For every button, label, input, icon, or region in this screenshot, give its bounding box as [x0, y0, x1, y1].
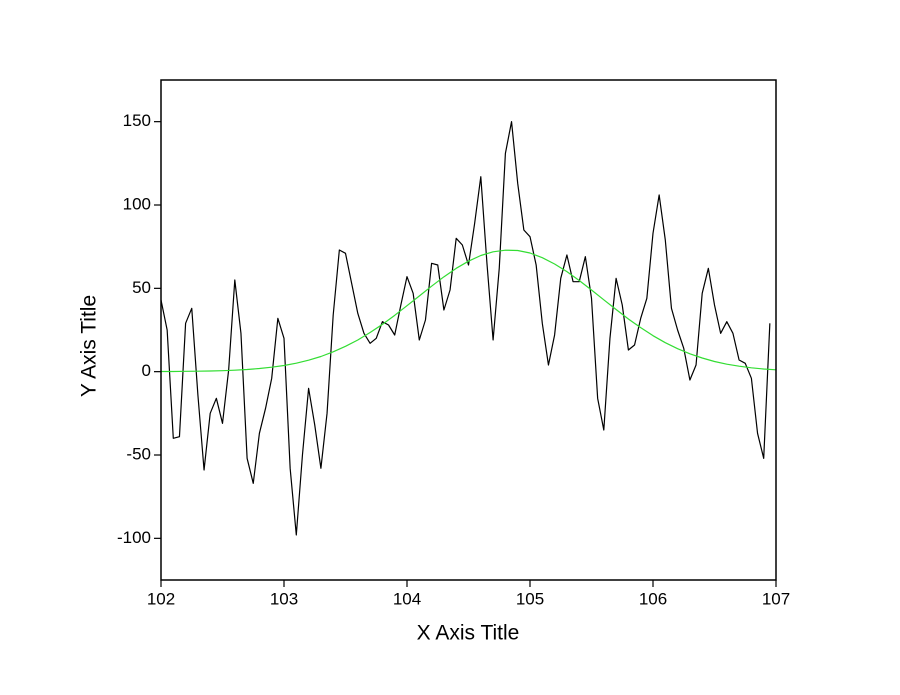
x-axis-title: X Axis Title: [417, 622, 520, 645]
x-tick-label: 104: [393, 589, 421, 608]
x-tick-label: 102: [147, 589, 175, 608]
y-tick-label: 100: [123, 194, 151, 213]
data-line: [161, 249, 777, 373]
y-axis-title: Y Axis Title: [78, 295, 101, 397]
y-tick-label: 0: [142, 361, 151, 380]
y-tick-label: -100: [117, 528, 151, 547]
x-tick-label: 105: [516, 589, 544, 608]
y-tick-label: 50: [132, 278, 151, 297]
y-tick-label: 150: [123, 111, 151, 130]
x-tick-label: 103: [270, 589, 298, 608]
x-tick-label: 106: [639, 589, 667, 608]
x-tick-label: 107: [762, 589, 790, 608]
plot-frame: [160, 79, 777, 581]
data-line: [160, 121, 771, 536]
y-tick-label: -50: [126, 444, 151, 463]
